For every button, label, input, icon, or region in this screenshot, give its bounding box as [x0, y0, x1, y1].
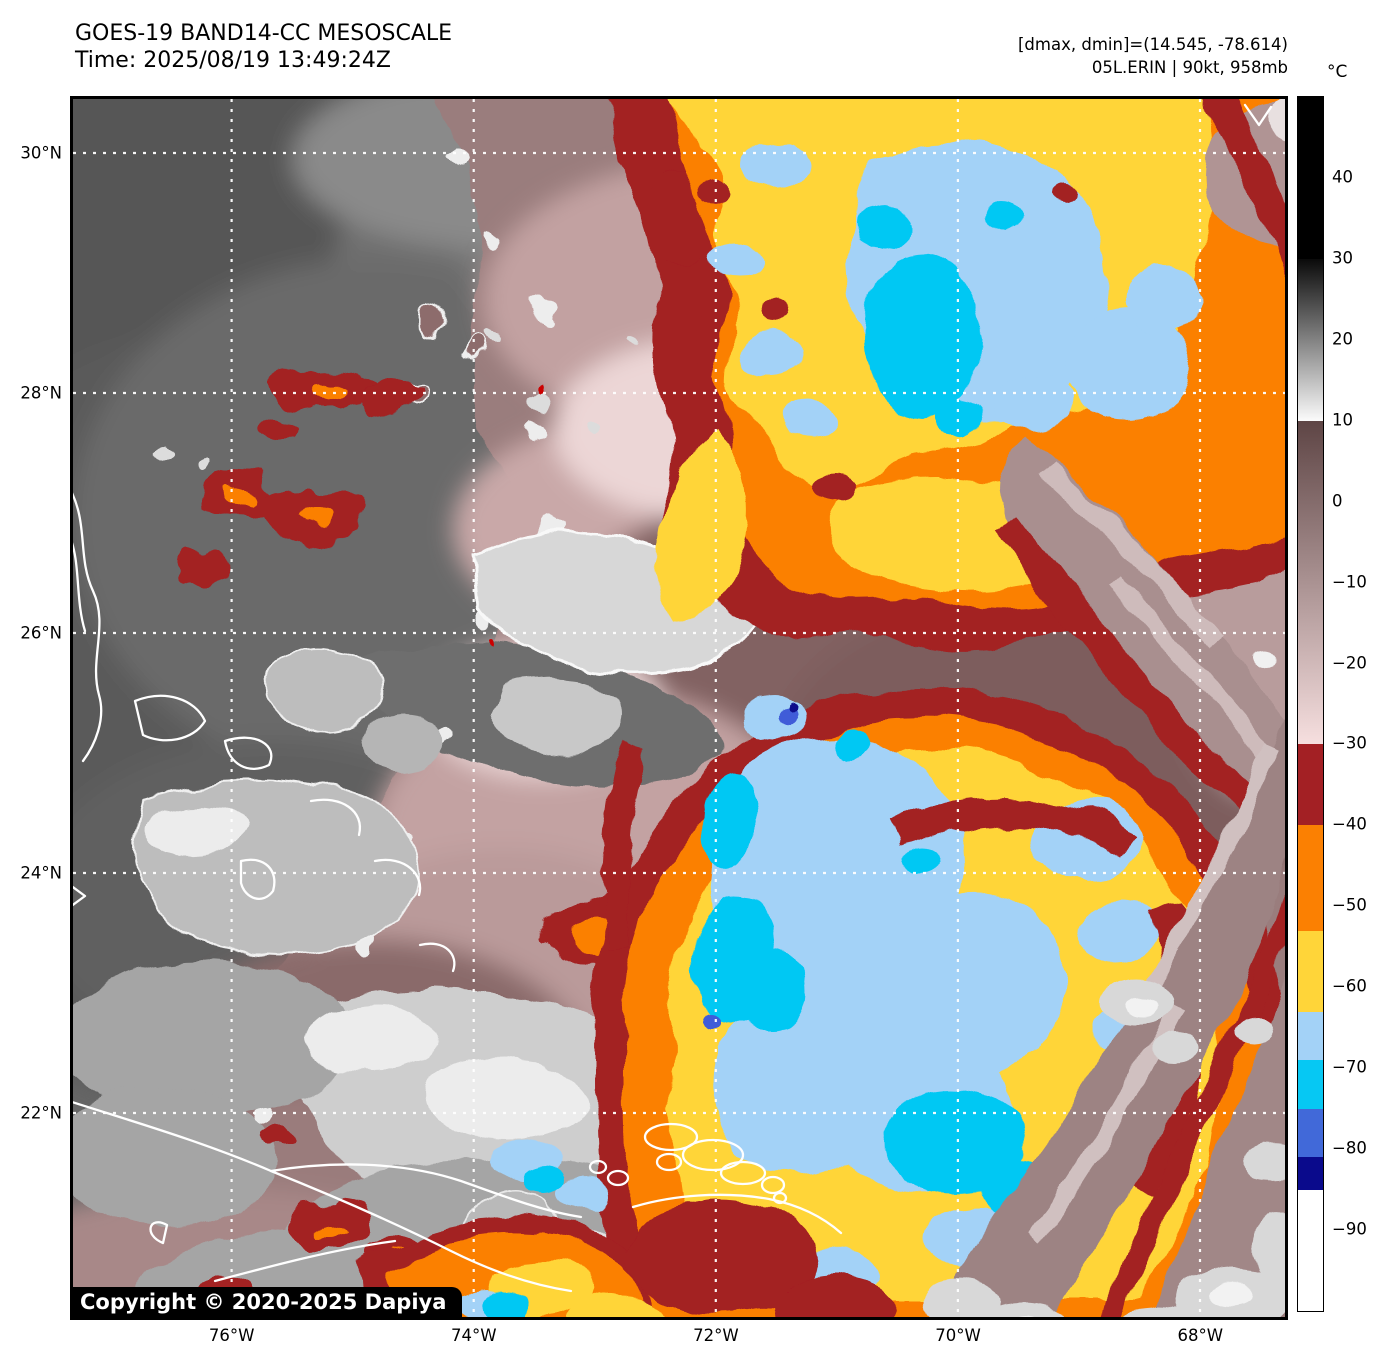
colorbar — [1297, 96, 1324, 1312]
colorbar-segment — [1298, 1108, 1323, 1158]
convective-complex-north — [609, 99, 1285, 652]
colorbar-segment — [1298, 1011, 1323, 1061]
colorbar-tick-label: 20 — [1332, 329, 1353, 349]
outflow-bands-southeast — [921, 722, 1285, 1317]
annotation-block: [dmax, dmin]=(14.545, -78.614) 05L.ERIN … — [1018, 33, 1288, 79]
graticule — [73, 99, 1285, 1317]
lat-tick-label: 28°N — [20, 383, 62, 403]
colorbar-segment — [1298, 97, 1323, 259]
colorbar-tick-label: −70 — [1332, 1057, 1367, 1077]
colorbar-tick-label: −90 — [1332, 1219, 1367, 1239]
dmax-dmin-annotation: [dmax, dmin]=(14.545, -78.614) — [1018, 35, 1288, 54]
storm-info-annotation: 05L.ERIN | 90kt, 958mb — [1091, 58, 1288, 77]
lat-tick-label: 24°N — [20, 863, 62, 883]
colorbar-tick-label: −30 — [1332, 733, 1367, 753]
colorbar-segment — [1298, 825, 1323, 931]
colorbar-segment — [1298, 258, 1323, 421]
colorbar-segment — [1298, 1060, 1323, 1109]
lon-tick-label: 72°W — [693, 1326, 739, 1345]
colorbar-tick-label: −10 — [1332, 572, 1367, 592]
copyright-label: Copyright © 2020-2025 Dapiya — [70, 1287, 463, 1320]
satellite-map: Copyright © 2020-2025 Dapiya — [70, 96, 1288, 1320]
lat-tick-label: 22°N — [20, 1103, 62, 1123]
colorbar-unit-label: °C — [1327, 62, 1348, 82]
lon-tick-label: 74°W — [450, 1326, 497, 1345]
coastlines — [73, 103, 1273, 1293]
page-title: GOES-19 BAND14-CC MESOSCALE — [75, 21, 453, 46]
corner-mauve-patch — [1201, 99, 1285, 283]
lon-tick-label: 76°W — [208, 1326, 255, 1345]
timestamp: Time: 2025/08/19 13:49:24Z — [75, 48, 391, 73]
dry-slot-band — [995, 437, 1285, 852]
colorbar-segment — [1298, 930, 1323, 1012]
colorbar-tick-label: 0 — [1332, 491, 1343, 511]
colorbar-segment — [1298, 744, 1323, 826]
lon-tick-label: 68°W — [1177, 1326, 1224, 1345]
lat-tick-label: 30°N — [20, 143, 62, 163]
colorbar-segment — [1298, 1189, 1323, 1311]
colorbar-tick-label: −60 — [1332, 976, 1367, 996]
lat-tick-label: 26°N — [20, 623, 62, 643]
satellite-scene — [73, 99, 1285, 1317]
colorbar-tick-label: 30 — [1332, 248, 1353, 268]
colorbar-tick-label: 10 — [1332, 410, 1353, 430]
colorbar-tick-label: −50 — [1332, 895, 1367, 915]
colorbar-tick-label: 40 — [1332, 167, 1353, 187]
colorbar-segment — [1298, 1157, 1323, 1190]
colorbar-tick-label: −40 — [1332, 814, 1367, 834]
title-block: GOES-19 BAND14-CC MESOSCALE Time: 2025/0… — [75, 20, 452, 74]
colorbar-tick-label: −80 — [1332, 1138, 1367, 1158]
lon-tick-label: 70°W — [935, 1326, 981, 1345]
colorbar-segment — [1298, 420, 1323, 745]
colorbar-tick-label: −20 — [1332, 653, 1367, 673]
